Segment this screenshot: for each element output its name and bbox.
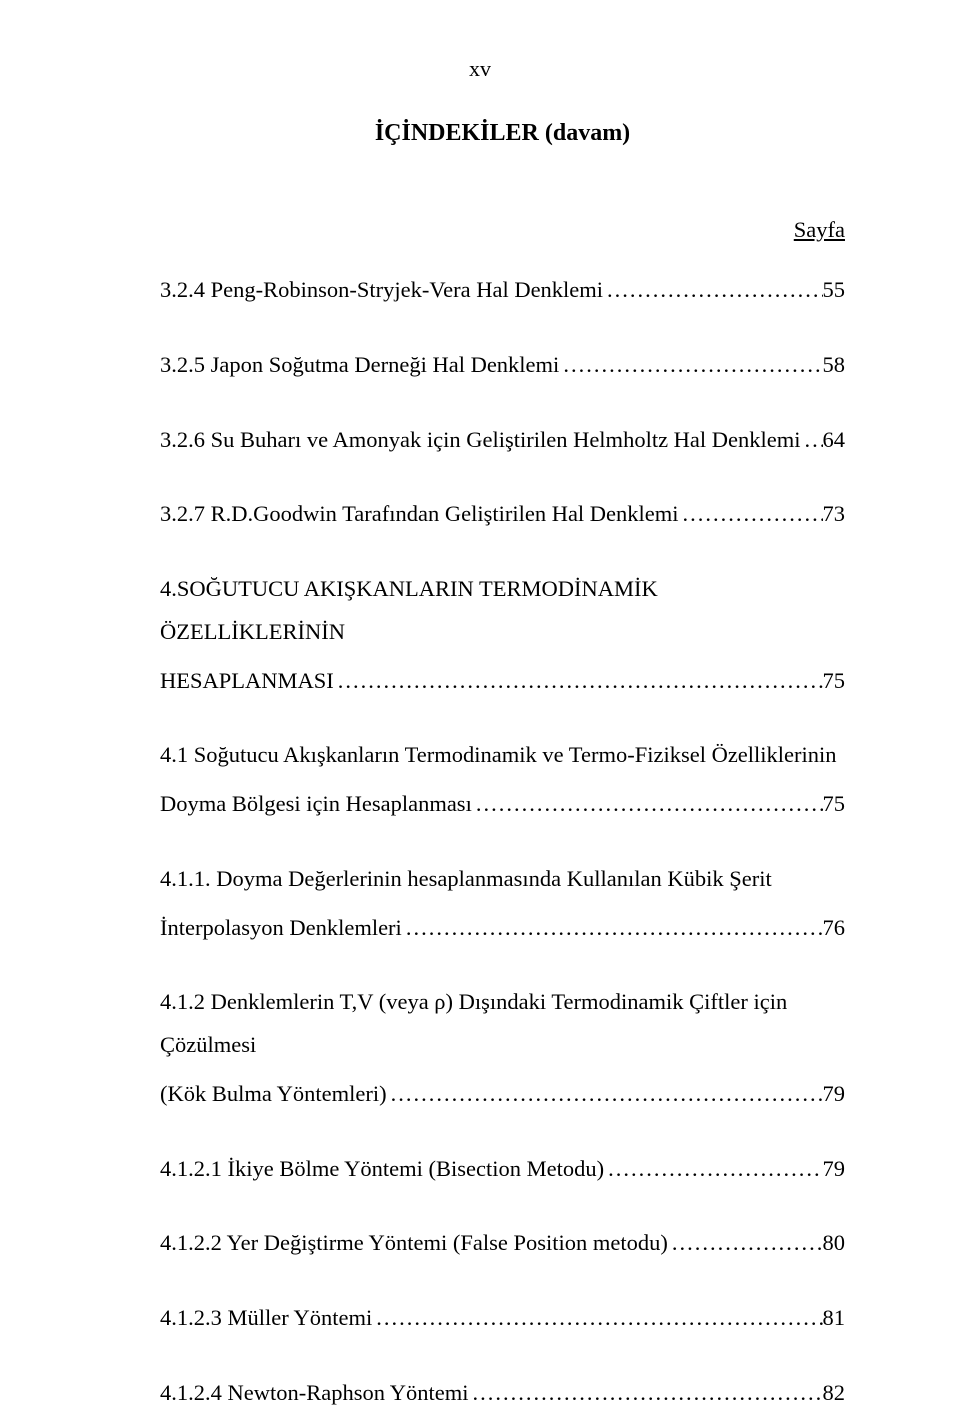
toc-entry-firstline: 4.1 Soğutucu Akışkanların Termodinamik v… (160, 734, 845, 777)
toc-entry-text: HESAPLANMASI (160, 660, 334, 703)
toc-entry-text: İnterpolasyon Denklemleri (160, 907, 402, 950)
toc-entry-text: Doyma Bölgesi için Hesaplanması (160, 783, 472, 826)
page-number: xv (0, 56, 960, 82)
toc-entry: 3.2.4 Peng-Robinson-Stryjek-Vera Hal Den… (160, 269, 845, 312)
toc-entry-text: 3.2.4 Peng-Robinson-Stryjek-Vera Hal Den… (160, 269, 603, 312)
toc-entry: 4.1.2.4 Newton-Raphson Yöntemi 82 (160, 1372, 845, 1415)
toc-entry-page: 82 (823, 1372, 846, 1415)
toc-leader-dots (604, 1148, 822, 1191)
toc-entry-firstline: 4.1.2 Denklemlerin T,V (veya ρ) Dışındak… (160, 981, 845, 1067)
toc-entry-firstline: 4.1.1. Doyma Değerlerinin hesaplanmasınd… (160, 858, 845, 901)
toc-leader-dots (469, 1372, 823, 1415)
toc-entry: Doyma Bölgesi için Hesaplanması 75 (160, 783, 845, 826)
toc-leader-dots (801, 419, 823, 462)
toc-entry: (Kök Bulma Yöntemleri) 79 (160, 1073, 845, 1116)
toc-entry-page: 80 (823, 1222, 846, 1265)
toc-entry-page: 58 (823, 344, 846, 387)
toc-entry-page: 75 (823, 660, 846, 703)
toc-leader-dots (603, 269, 822, 312)
table-of-contents: 3.2.4 Peng-Robinson-Stryjek-Vera Hal Den… (160, 269, 845, 1415)
toc-entry-page: 81 (823, 1297, 846, 1340)
toc-entry-page: 79 (823, 1148, 846, 1191)
toc-entry: 4.1.2.3 Müller Yöntemi 81 (160, 1297, 845, 1340)
toc-entry: 3.2.5 Japon Soğutma Derneği Hal Denklemi… (160, 344, 845, 387)
toc-entry-text: 3.2.5 Japon Soğutma Derneği Hal Denklemi (160, 344, 559, 387)
toc-leader-dots (334, 660, 823, 703)
toc-entry-page: 76 (823, 907, 846, 950)
toc-entry: 3.2.6 Su Buharı ve Amonyak için Geliştir… (160, 419, 845, 462)
toc-entry-text: 4.1.2.3 Müller Yöntemi (160, 1297, 372, 1340)
toc-entry-page: 64 (823, 419, 846, 462)
toc-entry-page: 79 (823, 1073, 846, 1116)
toc-leader-dots (472, 783, 823, 826)
toc-entry: 4.1.2.1 İkiye Bölme Yöntemi (Bisection M… (160, 1148, 845, 1191)
document-page: xv İÇİNDEKİLER (davam) Sayfa 3.2.4 Peng-… (0, 0, 960, 1385)
toc-entry-text: (Kök Bulma Yöntemleri) (160, 1073, 387, 1116)
toc-leader-dots (679, 493, 823, 536)
toc-entry-text: 4.1.2.2 Yer Değiştirme Yöntemi (False Po… (160, 1222, 668, 1265)
toc-entry-firstline: 4.SOĞUTUCU AKIŞKANLARIN TERMODİNAMİK ÖZE… (160, 568, 845, 654)
toc-leader-dots (402, 907, 823, 950)
toc-leader-dots (372, 1297, 822, 1340)
page-title: İÇİNDEKİLER (davam) (160, 120, 845, 147)
toc-entry-text: 4.1.2.4 Newton-Raphson Yöntemi (160, 1372, 469, 1415)
toc-entry-text: 4.1.2.1 İkiye Bölme Yöntemi (Bisection M… (160, 1148, 604, 1191)
toc-leader-dots (668, 1222, 823, 1265)
toc-entry-page: 55 (823, 269, 846, 312)
toc-entry-text: 3.2.6 Su Buharı ve Amonyak için Geliştir… (160, 419, 801, 462)
toc-entry: 3.2.7 R.D.Goodwin Tarafından Geliştirile… (160, 493, 845, 536)
toc-entry-page: 73 (823, 493, 846, 536)
toc-entry-text: 3.2.7 R.D.Goodwin Tarafından Geliştirile… (160, 493, 679, 536)
toc-entry: HESAPLANMASI 75 (160, 660, 845, 703)
toc-entry: 4.1.2.2 Yer Değiştirme Yöntemi (False Po… (160, 1222, 845, 1265)
toc-entry-page: 75 (823, 783, 846, 826)
toc-entry: İnterpolasyon Denklemleri 76 (160, 907, 845, 950)
toc-leader-dots (559, 344, 822, 387)
page-column-label: Sayfa (160, 217, 845, 243)
toc-leader-dots (387, 1073, 823, 1116)
